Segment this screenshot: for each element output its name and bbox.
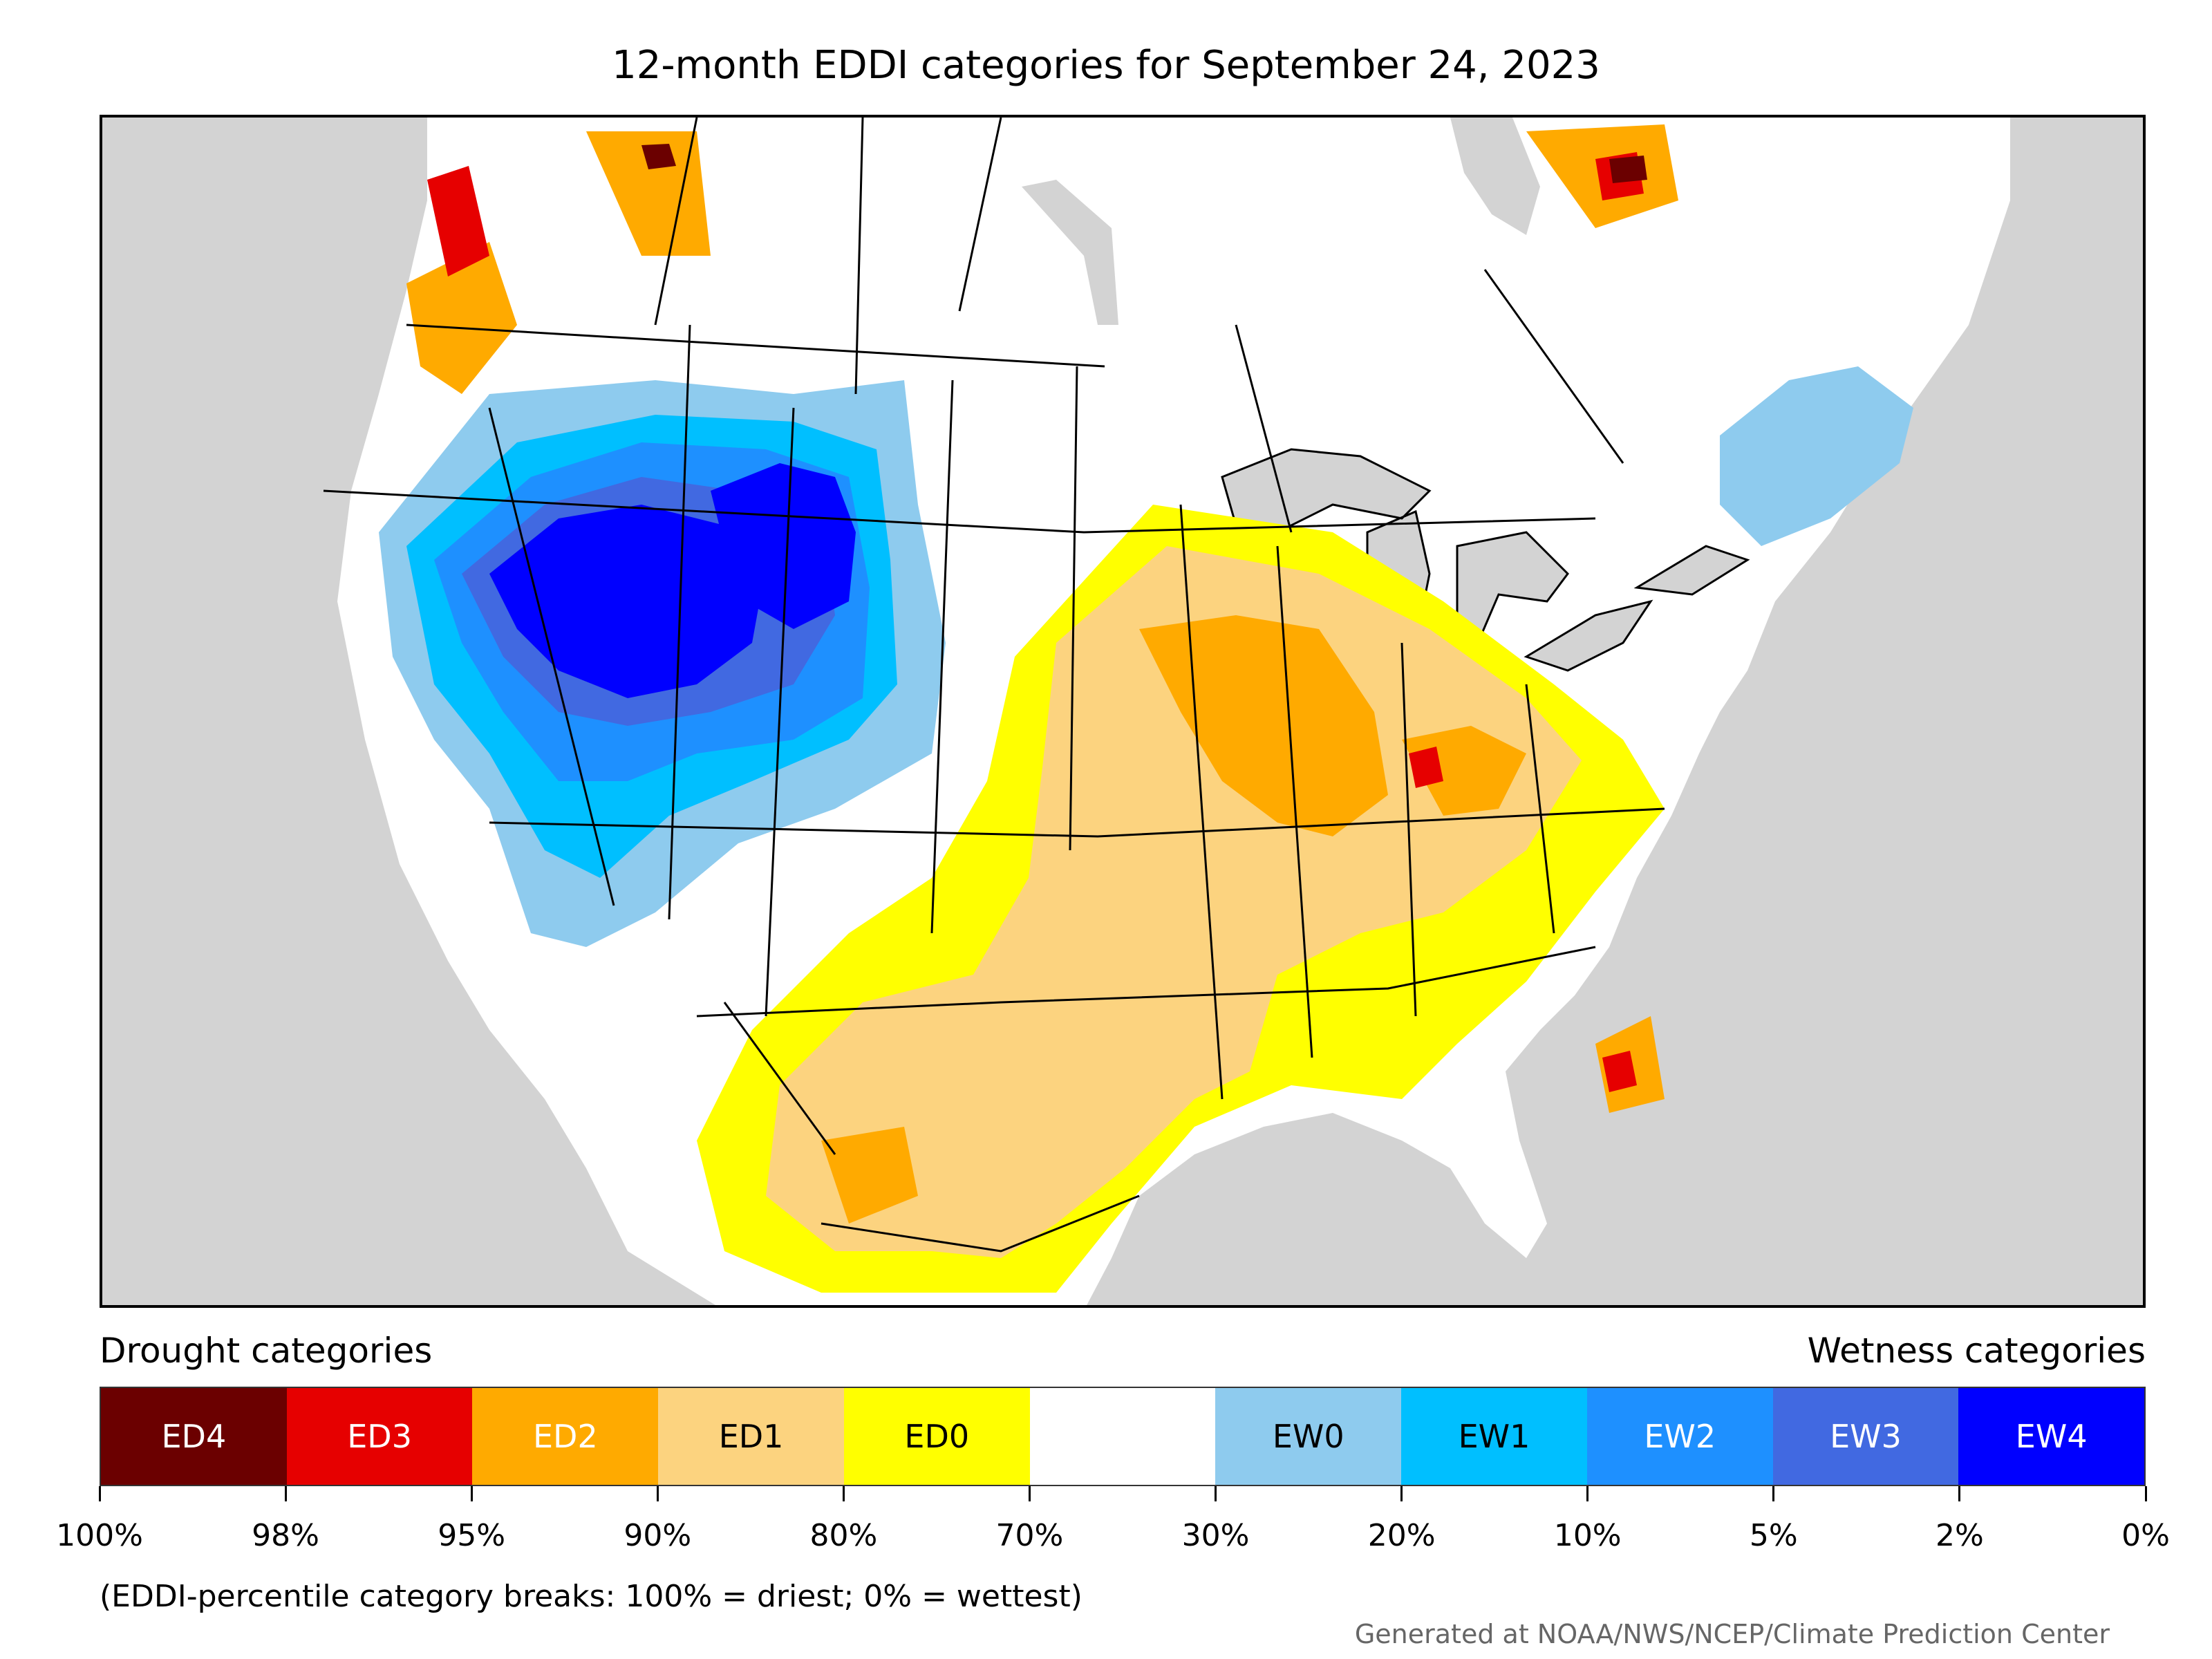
colorbar-cell-ew3: EW3 — [1772, 1388, 1959, 1485]
colorbar-label: EW0 — [1272, 1418, 1344, 1455]
colorbar-label: ED1 — [718, 1418, 784, 1455]
colorbar-tick-label: 30% — [1181, 1518, 1250, 1553]
colorbar-ticks — [98, 1486, 2147, 1507]
colorbar-tick-label: 0% — [2121, 1518, 2170, 1553]
colorbar-tick-label: 5% — [1749, 1518, 1798, 1553]
drought-categories-label: Drought categories — [100, 1331, 433, 1371]
colorbar-tick-label: 100% — [56, 1518, 143, 1553]
colorbar-tick — [1400, 1486, 1403, 1501]
colorbar-tick — [1215, 1486, 1217, 1501]
colorbar-tick-label: 90% — [624, 1518, 692, 1553]
state-boundaries — [323, 118, 1665, 1253]
colorbar-label: ED4 — [161, 1418, 227, 1455]
colorbar-cell-ed1: ED1 — [658, 1388, 844, 1485]
colorbar-tick — [98, 1486, 101, 1501]
colorbar-tick — [284, 1486, 287, 1501]
colorbar-tick — [470, 1486, 473, 1501]
colorbar-tick-label: 70% — [995, 1518, 1064, 1553]
colorbar-tick — [842, 1486, 845, 1501]
colorbar-tick-label: 95% — [438, 1518, 506, 1553]
colorbar-tick-label: 80% — [809, 1518, 878, 1553]
james-bay — [1450, 118, 1540, 235]
colorbar-label: EW2 — [1644, 1418, 1716, 1455]
colorbar-cell-neutral — [1029, 1388, 1216, 1485]
colorbar-tick — [2144, 1486, 2147, 1501]
category-breaks-note: (EDDI-percentile category breaks: 100% =… — [100, 1579, 1082, 1614]
colorbar-cell-ew0: EW0 — [1215, 1388, 1402, 1485]
colorbar-tick-label: 2% — [1936, 1518, 1984, 1553]
colorbar-tick-label: 20% — [1367, 1518, 1436, 1553]
colorbar-tick-label: 10% — [1553, 1518, 1622, 1553]
colorbar-cell-ed0: ED0 — [843, 1388, 1030, 1485]
map-canvas — [102, 118, 2143, 1305]
colorbar-tick — [656, 1486, 659, 1501]
colorbar-label: EW3 — [1830, 1418, 1902, 1455]
colorbar-label: ED2 — [532, 1418, 598, 1455]
colorbar-label: ED3 — [347, 1418, 412, 1455]
colorbar-tick — [1586, 1486, 1589, 1501]
lake-winnipeg — [1022, 180, 1118, 325]
colorbar-label: EW4 — [2015, 1418, 2088, 1455]
eddi-map — [100, 115, 2146, 1308]
map-title: 12-month EDDI categories for September 2… — [612, 43, 1600, 88]
colorbar-cell-ew1: EW1 — [1401, 1388, 1587, 1485]
colorbar-cell-ed4: ED4 — [101, 1388, 287, 1485]
ew4-region-west — [489, 463, 856, 698]
colorbar-cell-ew4: EW4 — [1958, 1388, 2145, 1485]
colorbar-label: EW1 — [1458, 1418, 1530, 1455]
colorbar-cell-ew2: EW2 — [1586, 1388, 1773, 1485]
colorbar-label: ED0 — [904, 1418, 970, 1455]
category-colorbar: ED4 ED3 ED2 ED1 ED0 EW0 EW1 EW2 EW3 EW4 — [100, 1387, 2146, 1486]
wetness-categories-label: Wetness categories — [1807, 1331, 2146, 1371]
colorbar-tick — [1958, 1486, 1961, 1501]
colorbar-cell-ed3: ED3 — [286, 1388, 473, 1485]
colorbar-tick — [1028, 1486, 1031, 1501]
colorbar-tick-label: 98% — [252, 1518, 319, 1553]
colorbar-tick — [1772, 1486, 1775, 1501]
credit-line: Generated at NOAA/NWS/NCEP/Climate Predi… — [1354, 1619, 2110, 1649]
ew0-region-northeast — [1720, 366, 1913, 546]
colorbar-cell-ed2: ED2 — [472, 1388, 659, 1485]
ed1-region — [766, 546, 1582, 1258]
